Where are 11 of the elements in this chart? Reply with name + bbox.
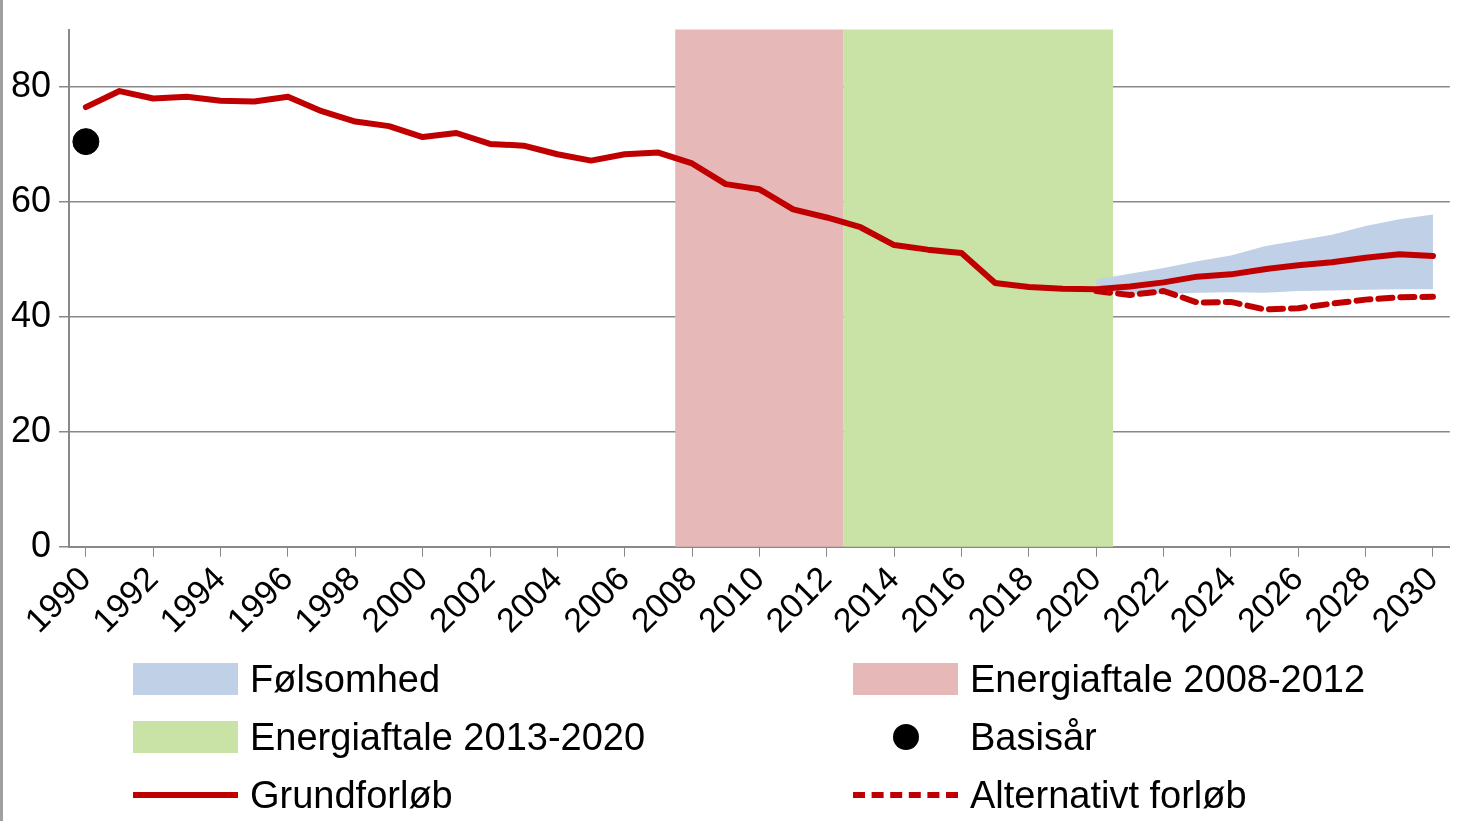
legend-label: Alternativt forløb	[970, 773, 1247, 817]
y-tick-label: 0	[31, 523, 52, 565]
y-tick-label: 60	[11, 178, 52, 220]
legend-label: Basisår	[970, 715, 1097, 759]
legend-label: Følsomhed	[250, 657, 441, 701]
y-tick-label: 80	[11, 63, 52, 105]
legend-label: Grundforløb	[250, 773, 453, 817]
y-tick-label: 20	[11, 408, 52, 450]
y-tick-label: 40	[11, 293, 52, 335]
legend-label: Energiaftale 2008-2012	[970, 657, 1366, 701]
legend-label: Energiaftale 2013-2020	[250, 715, 646, 759]
